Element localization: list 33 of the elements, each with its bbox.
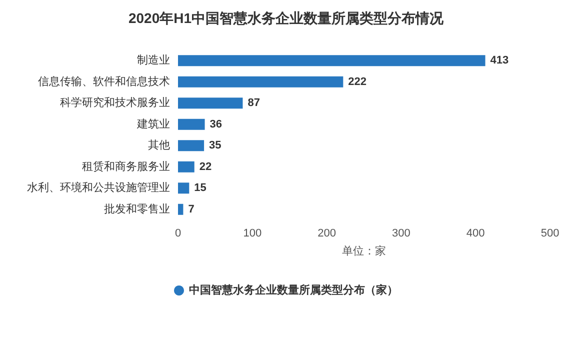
bar: [178, 204, 184, 215]
y-tick-label: 其他: [148, 138, 170, 152]
data-label: 22: [199, 160, 212, 173]
x-tick-label: 100: [243, 228, 262, 240]
data-label: 413: [490, 54, 509, 67]
y-tick-label: 租赁和商务服务业: [82, 160, 170, 173]
x-tick-label: 400: [466, 228, 485, 240]
y-tick-label: 信息传输、软件和信息技术: [38, 74, 170, 88]
chart-title: 2020年H1中国智慧水务企业数量所属类型分布情况: [128, 10, 445, 26]
bar: [178, 55, 486, 66]
bar: [178, 161, 194, 172]
data-label: 7: [188, 203, 194, 216]
data-label: 36: [210, 118, 222, 130]
x-axis-title: 单位：家: [342, 244, 386, 258]
legend-label: 中国智慧水务企业数量所属类型分布（家）: [189, 284, 398, 296]
bar: [178, 76, 344, 88]
y-tick-label: 制造业: [137, 54, 170, 67]
y-tick-label: 水利、环境和公共设施管理业: [27, 181, 170, 194]
data-label: 87: [248, 97, 260, 110]
data-label: 15: [194, 182, 206, 194]
y-tick-label: 批发和零售业: [104, 202, 170, 216]
x-tick-label: 500: [540, 228, 560, 240]
y-tick-label: 科学研究和技术服务业: [60, 96, 170, 110]
x-tick-label: 0: [174, 228, 182, 240]
bar: [178, 182, 190, 194]
bar: [178, 98, 243, 109]
data-label: 222: [348, 76, 367, 88]
x-tick-label: 200: [318, 228, 336, 240]
y-tick-label: 建筑业: [136, 117, 170, 130]
x-tick-label: 300: [392, 228, 410, 240]
bar: [178, 140, 204, 152]
bar: [178, 118, 205, 130]
data-label: 35: [209, 140, 222, 152]
